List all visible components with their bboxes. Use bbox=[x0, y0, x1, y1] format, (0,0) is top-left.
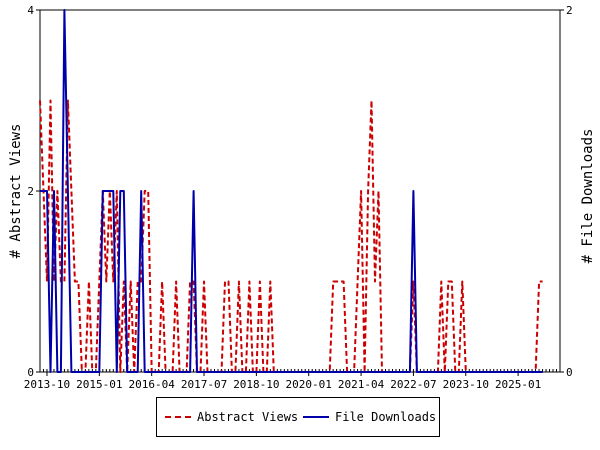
legend-label: File Downloads bbox=[335, 410, 437, 424]
legend: Abstract Views File Downloads bbox=[156, 397, 440, 437]
x-tick-label: 2025-01 bbox=[495, 378, 541, 391]
legend-item-file-downloads: File Downloads bbox=[303, 410, 436, 424]
y-axis-ticks: 0 2 4 bbox=[27, 4, 40, 379]
x-tick-label: 2015-01 bbox=[76, 378, 122, 391]
y2-tick-label: 0 bbox=[566, 366, 573, 379]
legend-item-abstract-views: Abstract Views bbox=[165, 410, 298, 424]
y2-axis-ticks: 02 bbox=[560, 4, 573, 379]
x-tick-label: 2020-01 bbox=[286, 378, 332, 391]
y-tick-label: 2 bbox=[27, 185, 34, 198]
x-tick-label: 2021-04 bbox=[338, 378, 385, 391]
x-tick-label: 2017-07 bbox=[181, 378, 227, 391]
legend-swatch-dashed bbox=[165, 416, 191, 418]
x-tick-label: 2016-04 bbox=[128, 378, 175, 391]
x-tick-label: 2013-10 bbox=[24, 378, 70, 391]
y2-axis-title: # File Downloads bbox=[580, 129, 596, 264]
x-tick-label: 2023-10 bbox=[443, 378, 489, 391]
series-layer bbox=[39, 9, 543, 373]
legend-label: Abstract Views bbox=[197, 410, 299, 424]
legend-swatch-solid bbox=[303, 416, 329, 418]
y-tick-label: 0 bbox=[27, 366, 34, 379]
y2-tick-label: 2 bbox=[566, 4, 573, 17]
x-tick-label: 2022-07 bbox=[390, 378, 436, 391]
x-axis-ticks: 2013-10 2015-01 2016-04 2017-07 2018-10 2020-… bbox=[24, 372, 541, 391]
y-axis-title: # Abstract Views bbox=[8, 124, 24, 259]
y-tick-label: 4 bbox=[27, 4, 34, 17]
x-tick-label: 2018-10 bbox=[233, 378, 279, 391]
file-downloads-line bbox=[40, 9, 543, 373]
